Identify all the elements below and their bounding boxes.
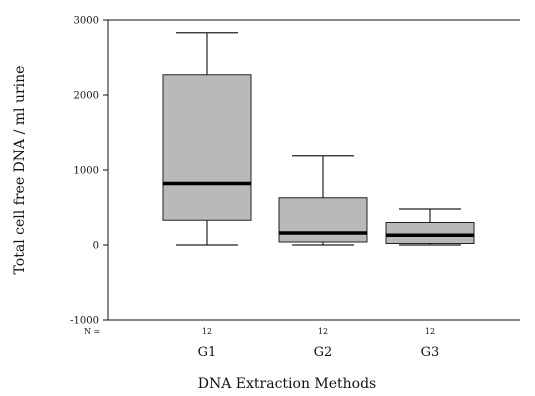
n-count-label: 12 <box>425 327 435 336</box>
y-tick-label: 2000 <box>74 91 99 102</box>
boxes-group <box>162 32 475 246</box>
iqr-box <box>278 197 368 243</box>
n-count-label: 12 <box>202 327 212 336</box>
n-prefix-label: N = <box>84 327 100 336</box>
category-label: G1 <box>198 345 217 360</box>
y-axis-title: Total cell free DNA / ml urine <box>12 66 28 275</box>
y-tick-label: -1000 <box>70 316 99 327</box>
box-g3 <box>385 208 475 246</box>
y-tick-label: 0 <box>93 241 99 252</box>
x-axis-labels: N = 12 G1 12 G2 12 G3 <box>84 327 439 360</box>
x-axis-title: DNA Extraction Methods <box>198 376 377 392</box>
y-tick-label: 1000 <box>74 166 99 177</box>
iqr-box <box>162 74 252 221</box>
box-g1 <box>162 32 252 246</box>
y-tick-label: 3000 <box>74 16 99 27</box>
category-label: G2 <box>314 345 333 360</box>
category-label: G3 <box>421 345 440 360</box>
n-count-label: 12 <box>318 327 328 336</box>
iqr-box <box>385 222 475 244</box>
box-g2 <box>278 155 368 246</box>
y-axis-ticks: -1000 0 1000 2000 3000 <box>70 16 108 327</box>
